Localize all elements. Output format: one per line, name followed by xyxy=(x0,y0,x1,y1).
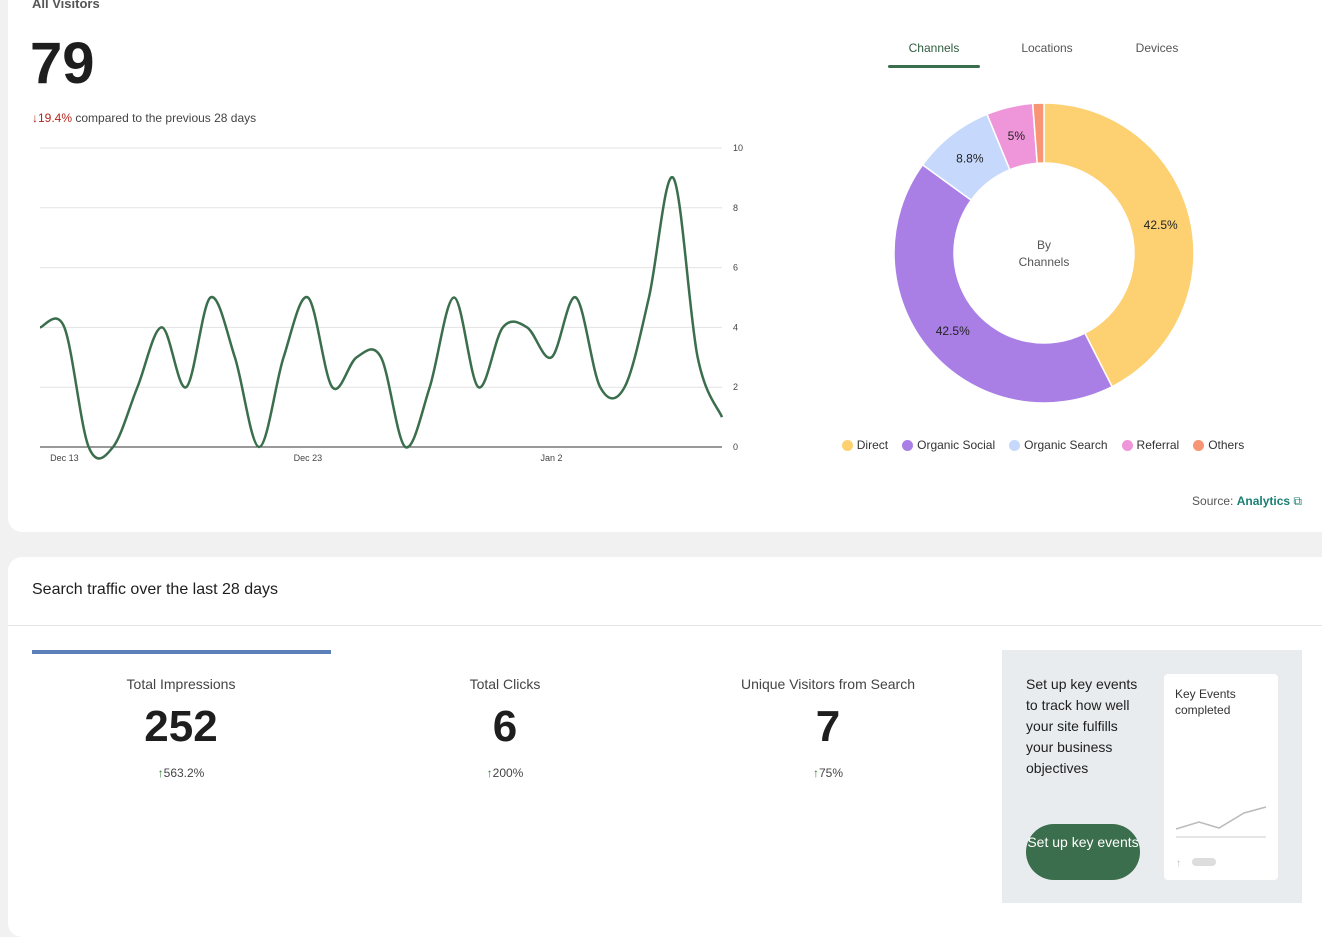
slice xyxy=(893,163,1114,404)
tab[interactable]: Locations xyxy=(1021,41,1073,55)
tab[interactable]: Devices xyxy=(1135,41,1179,55)
search-title: Search traffic over the last 28 days xyxy=(32,581,279,598)
metric-label: Total Impressions xyxy=(126,676,236,692)
y-tick-label: 8 xyxy=(733,203,738,213)
legend-item[interactable]: Direct xyxy=(841,438,889,452)
x-tick-label: Jan 2 xyxy=(540,453,562,463)
promo: Set up key events to track how well your… xyxy=(1002,650,1302,903)
slice-label: 5% xyxy=(1008,129,1026,143)
legend-swatch xyxy=(841,439,853,451)
total: 79 xyxy=(30,31,95,96)
y-tick-label: 4 xyxy=(733,322,738,332)
y-tick-label: 10 xyxy=(733,143,743,153)
delta-row: ↓19.4% compared to the previous 28 days xyxy=(32,111,257,125)
slice xyxy=(1043,102,1195,388)
tab-indicator xyxy=(888,65,980,68)
legend-item[interactable]: Others xyxy=(1193,438,1244,452)
legend-swatch xyxy=(1121,439,1133,451)
legend-label: Organic Social xyxy=(917,438,996,452)
y-tick-label: 6 xyxy=(733,263,738,273)
donut-chart: 42.5% 42.5% 8.8% 5% By Channels xyxy=(893,102,1195,404)
metric[interactable]: Total Impressions 252 ↑563.2% xyxy=(31,676,331,780)
legend-label: Direct xyxy=(856,438,889,452)
legend-label: Referral xyxy=(1136,438,1180,452)
metric-delta: 200% xyxy=(492,766,524,780)
legend: Direct Organic Social Organic Search Referr… xyxy=(800,438,1286,452)
metric-label: Total Clicks xyxy=(469,676,541,692)
legend-item[interactable]: Organic Search xyxy=(1009,438,1108,452)
delta: 19.4% xyxy=(38,111,73,125)
delta-text: compared to the previous 28 days xyxy=(75,111,257,125)
page: All Visitors 79 ↓19.4% compared to the p… xyxy=(8,0,1322,937)
source-link[interactable]: Analytics xyxy=(1236,494,1291,508)
slice xyxy=(1031,102,1045,165)
legend-label: Others xyxy=(1208,438,1245,452)
center-text: Channels xyxy=(1019,255,1070,269)
x-tick-label: Dec 13 xyxy=(50,453,79,463)
center-text: By xyxy=(1037,238,1051,252)
legend-item[interactable]: Organic Social xyxy=(902,438,995,452)
legend-swatch xyxy=(1193,439,1205,451)
tab[interactable]: Channels xyxy=(908,41,960,55)
svg-text:↑: ↑ xyxy=(1176,858,1181,869)
slice-label: 8.8% xyxy=(956,152,984,166)
mini-card-title: Key Events completed xyxy=(1175,687,1236,717)
metric-value: 6 xyxy=(492,702,518,751)
mini-card: Key Events completed ↑ xyxy=(1164,674,1278,880)
button[interactable]: Set up key events xyxy=(1026,824,1140,880)
metric-value: 252 xyxy=(144,702,218,751)
metric-label: Unique Visitors from Search xyxy=(740,676,916,692)
metric-delta: 75% xyxy=(818,766,844,780)
source-label: Source: xyxy=(1192,494,1234,508)
slice-label: 42.5% xyxy=(936,324,970,338)
visitors-card xyxy=(8,0,1322,532)
legend-swatch xyxy=(1009,439,1021,451)
selected-bar xyxy=(32,650,331,654)
metric-value: 7 xyxy=(815,702,841,751)
y-tick-label: 2 xyxy=(733,382,738,392)
divider xyxy=(8,625,1322,626)
legend-label: Organic Search xyxy=(1024,438,1108,452)
line-chart: 0 2 4 6 8 10 Dec 13 Dec 23 Jan 2 xyxy=(39,143,743,463)
y-tick-label: 0 xyxy=(733,442,738,452)
source: Source: Analytics ⧉ xyxy=(1192,494,1302,508)
x-tick-label: Dec 23 xyxy=(294,453,323,463)
legend-item[interactable]: Referral xyxy=(1121,438,1180,452)
promo-text: Set up key events to track how well your… xyxy=(1026,676,1138,776)
title: All Visitors xyxy=(32,0,100,11)
legend-swatch xyxy=(902,439,914,451)
mini-illustration: ↑ xyxy=(1175,806,1267,869)
slice-label: 42.5% xyxy=(1144,218,1178,232)
line-series xyxy=(39,176,724,460)
metric[interactable]: Unique Visitors from Search 7 ↑75% xyxy=(678,676,978,780)
metric[interactable]: Total Clicks 6 ↑200% xyxy=(355,676,655,780)
metric-delta: 563.2% xyxy=(163,766,205,780)
